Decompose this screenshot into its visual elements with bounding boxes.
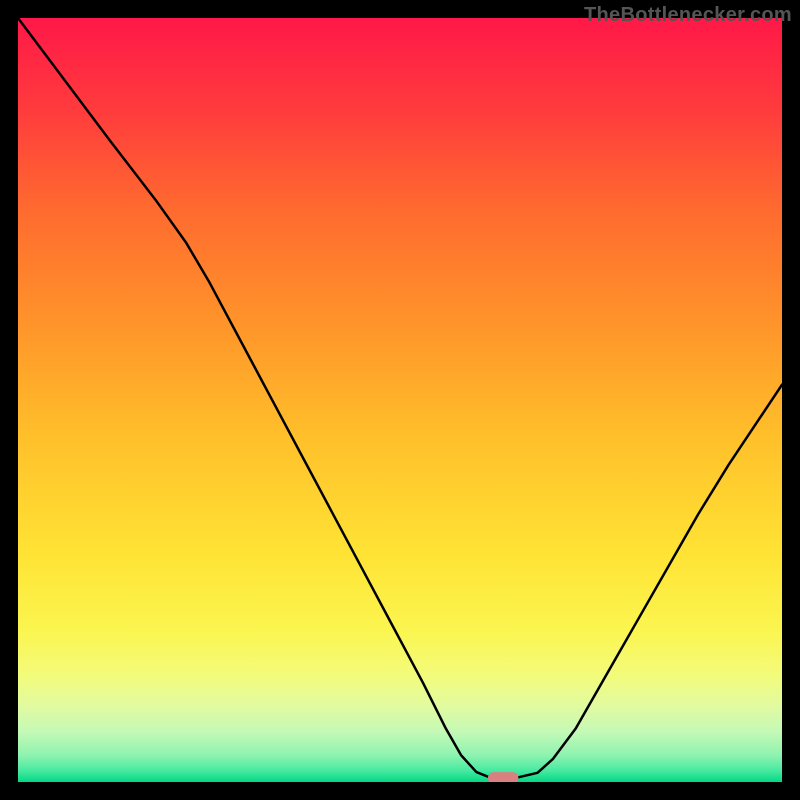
chart-svg	[0, 0, 800, 800]
watermark-label: TheBottlenecker.com	[584, 4, 792, 27]
chart-background	[18, 18, 782, 782]
chart-canvas: TheBottlenecker.com	[0, 0, 800, 800]
